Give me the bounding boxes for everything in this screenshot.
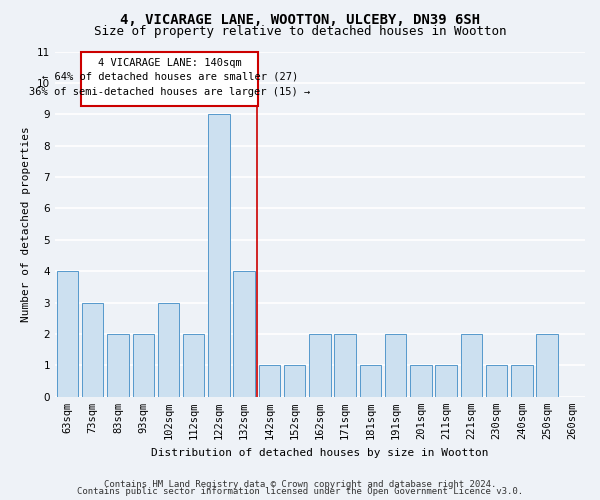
Bar — [436, 366, 457, 397]
Bar — [133, 334, 154, 397]
Bar — [536, 334, 558, 397]
Text: 4 VICARAGE LANE: 140sqm: 4 VICARAGE LANE: 140sqm — [98, 58, 242, 68]
Text: Contains HM Land Registry data © Crown copyright and database right 2024.: Contains HM Land Registry data © Crown c… — [104, 480, 496, 489]
Text: Contains public sector information licensed under the Open Government Licence v3: Contains public sector information licen… — [77, 487, 523, 496]
Bar — [259, 366, 280, 397]
Text: 4, VICARAGE LANE, WOOTTON, ULCEBY, DN39 6SH: 4, VICARAGE LANE, WOOTTON, ULCEBY, DN39 … — [120, 12, 480, 26]
Bar — [334, 334, 356, 397]
Bar — [158, 302, 179, 397]
Bar — [359, 366, 381, 397]
Bar — [82, 302, 103, 397]
Bar — [385, 334, 406, 397]
Text: 36% of semi-detached houses are larger (15) →: 36% of semi-detached houses are larger (… — [29, 86, 310, 97]
FancyBboxPatch shape — [82, 52, 258, 106]
Bar — [309, 334, 331, 397]
Bar — [410, 366, 431, 397]
Bar — [511, 366, 533, 397]
Bar — [461, 334, 482, 397]
Y-axis label: Number of detached properties: Number of detached properties — [21, 126, 31, 322]
Bar — [284, 366, 305, 397]
Bar — [107, 334, 129, 397]
Text: Size of property relative to detached houses in Wootton: Size of property relative to detached ho… — [94, 25, 506, 38]
Bar — [486, 366, 508, 397]
Bar — [233, 271, 255, 397]
X-axis label: Distribution of detached houses by size in Wootton: Distribution of detached houses by size … — [151, 448, 488, 458]
Bar — [57, 271, 78, 397]
Text: ← 64% of detached houses are smaller (27): ← 64% of detached houses are smaller (27… — [41, 72, 298, 82]
Bar — [183, 334, 205, 397]
Bar — [208, 114, 230, 397]
